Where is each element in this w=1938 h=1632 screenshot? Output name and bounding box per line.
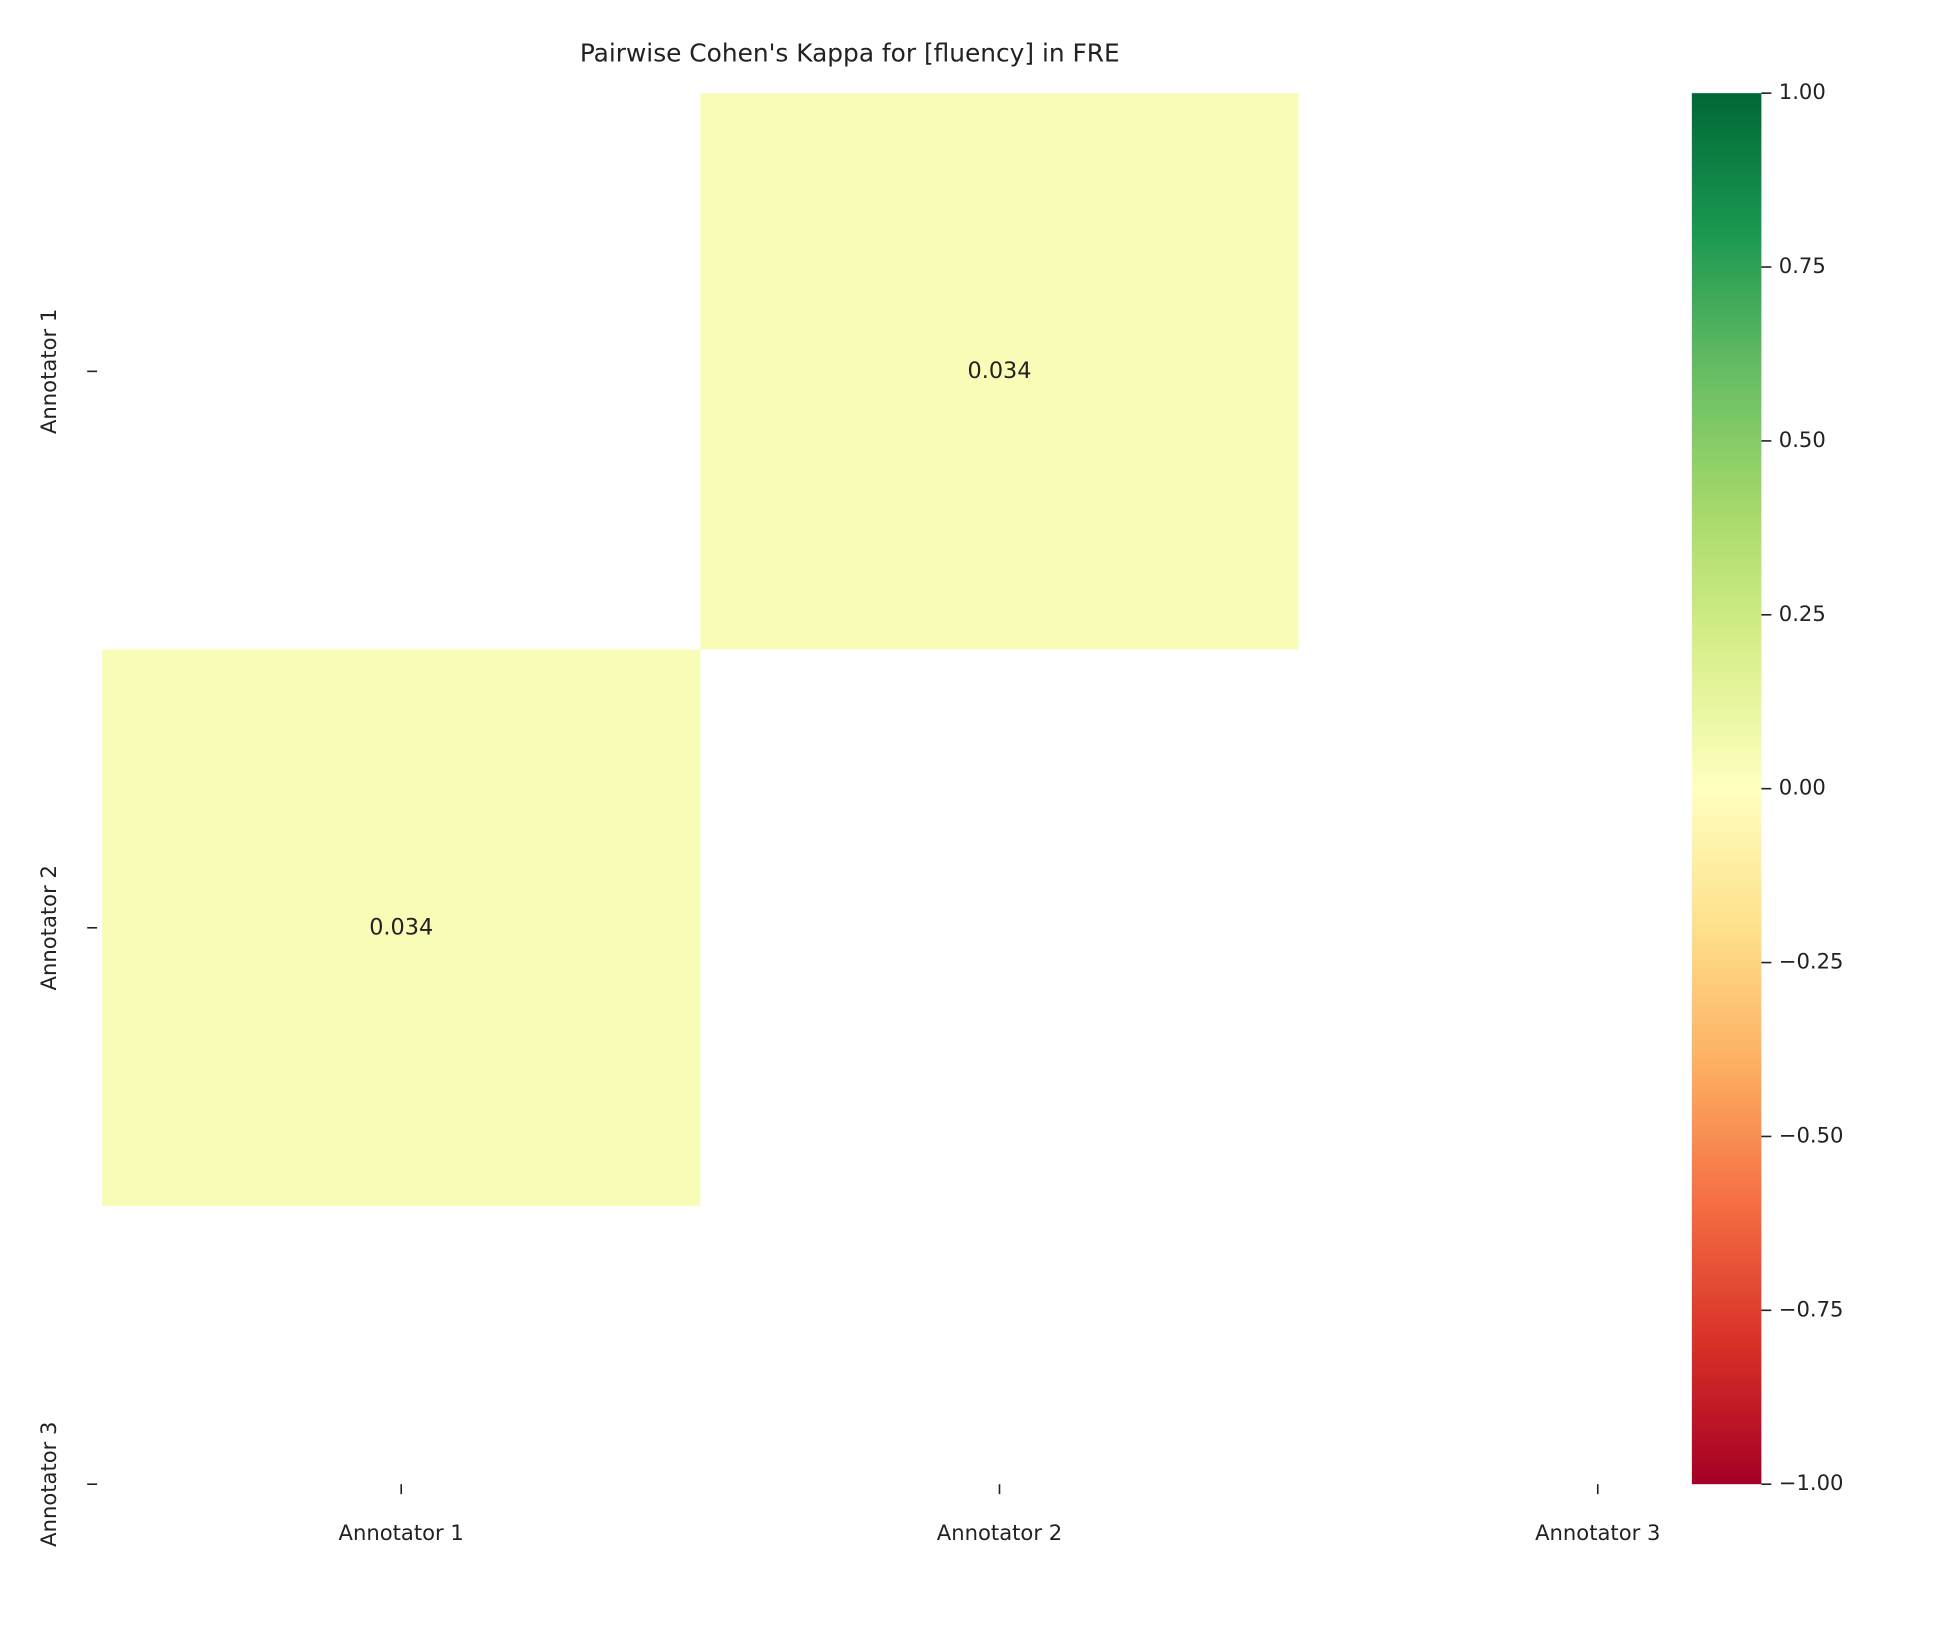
colorbar-tick-label: 1.00 xyxy=(1779,79,1826,104)
x-tick-label: Annotator 2 xyxy=(937,1520,1062,1545)
x-tick-label: Annotator 3 xyxy=(1535,1520,1660,1545)
cell-label: 0.034 xyxy=(369,914,433,940)
heatmap-cell xyxy=(102,649,701,1206)
y-tick-label: Annotator 1 xyxy=(36,309,61,434)
colorbar-tick-label: −0.25 xyxy=(1779,949,1844,974)
colorbar-tick-label: −1.00 xyxy=(1779,1470,1844,1495)
colorbar-tick-label: −0.75 xyxy=(1779,1296,1844,1321)
y-tick-label: Annotator 2 xyxy=(36,865,61,990)
colorbar-tick-label: −0.50 xyxy=(1779,1122,1844,1147)
colorbar-tick-label: 0.75 xyxy=(1779,253,1826,278)
cell-label: 0.034 xyxy=(968,358,1032,384)
colorbar xyxy=(1691,93,1762,1485)
x-tick-label: Annotator 1 xyxy=(339,1520,464,1545)
heatmap-cell xyxy=(700,93,1299,650)
colorbar-tick-label: 0.25 xyxy=(1779,601,1826,626)
y-tick-label: Annotator 3 xyxy=(36,1422,61,1547)
colorbar-tick-label: 0.00 xyxy=(1779,775,1826,800)
colorbar-tick-label: 0.50 xyxy=(1779,427,1826,452)
chart-title: Pairwise Cohen's Kappa for [fluency] in … xyxy=(580,39,1120,68)
